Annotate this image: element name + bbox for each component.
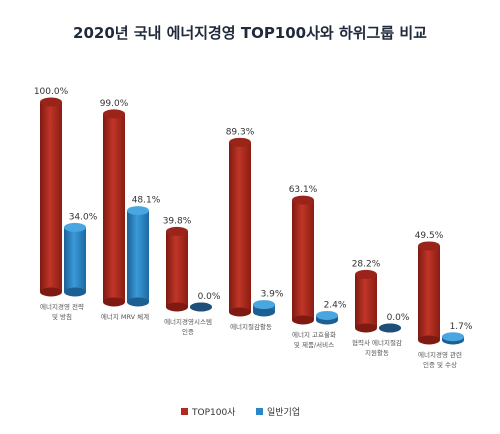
value-label-top100-5: 28.2% [352, 259, 381, 269]
value-label-general-2: 0.0% [198, 292, 221, 302]
category-label-6-1: 인증 및 수상 [423, 360, 457, 369]
value-label-general-5: 0.0% [387, 313, 410, 323]
bar-general-0-top [64, 222, 86, 232]
category-label-4-1: 및 제품/서비스 [294, 340, 334, 349]
legend-swatch-top100 [181, 408, 188, 415]
bar-top100-6 [418, 245, 440, 340]
bar-general-6-top [442, 332, 464, 342]
category-label-3-0: 에너지절감활동 [230, 322, 272, 331]
value-label-general-6: 1.7% [450, 322, 473, 332]
bar-general-0-base [64, 287, 86, 297]
value-label-top100-3: 89.3% [226, 127, 255, 137]
value-label-general-4: 2.4% [324, 300, 347, 310]
bar-general-3-base [253, 307, 275, 317]
category-label-5-1: 지원활동 [365, 348, 389, 357]
bar-general-4-top [316, 310, 338, 320]
bar-top100-1-top [103, 109, 125, 119]
legend-swatch-general [256, 408, 263, 415]
bar-general-1-base [127, 297, 149, 307]
bar-general-1 [127, 210, 149, 302]
bar-general-5-top [379, 323, 401, 333]
bar-top100-3-top [229, 137, 251, 147]
value-label-top100-4: 63.1% [289, 185, 318, 195]
bar-top100-5 [355, 274, 377, 328]
category-label-1-0: 에너지 MRV 체계 [101, 312, 149, 321]
value-label-general-3: 3.9% [261, 290, 284, 300]
bar-top100-3-base [229, 307, 251, 317]
bar-top100-0-base [40, 287, 62, 297]
bar-top100-4-top [292, 195, 314, 205]
category-label-0-0: 에너지경영 전략 [40, 302, 84, 311]
bar-top100-5-top [355, 269, 377, 279]
chart-title: 2020년 국내 에너지경영 TOP100사와 하위그룹 비교 [73, 24, 427, 42]
bar-top100-1 [103, 113, 125, 303]
bar-top100-0-top [40, 97, 62, 107]
bar-top100-6-base [418, 335, 440, 345]
category-label-4-0: 에너지 고효율화 [292, 330, 336, 339]
value-label-top100-2: 39.8% [163, 216, 192, 226]
legend: TOP100사 일반기업 [181, 407, 300, 418]
bar-top100-4 [292, 200, 314, 320]
value-label-top100-0: 100.0% [34, 87, 69, 97]
bar-top100-2-top [166, 226, 188, 236]
category-label-5-0: 협력사 에너지절감 [352, 338, 402, 347]
bar-top100-1-base [103, 297, 125, 307]
value-label-general-1: 48.1% [132, 196, 161, 206]
bar-general-0 [64, 227, 86, 292]
category-label-6-0: 에너지경영 관련 [418, 350, 462, 359]
value-label-general-0: 34.0% [69, 212, 98, 222]
category-label-0-1: 및 방침 [52, 312, 72, 321]
bar-top100-4-base [292, 315, 314, 325]
bar-top100-5-base [355, 323, 377, 333]
bar-top100-6-top [418, 241, 440, 251]
category-label-2-1: 인증 [182, 327, 194, 336]
bar-top100-2 [166, 231, 188, 307]
legend-label-top100: TOP100사 [191, 407, 236, 418]
category-label-2-0: 에너지경영시스템 [164, 317, 212, 326]
bar-general-3-top [253, 300, 275, 310]
value-label-top100-6: 49.5% [415, 231, 444, 241]
bar-general-2-top [190, 302, 212, 312]
bar-general-1-top [127, 206, 149, 216]
bar-top100-0 [40, 102, 62, 292]
bar-top100-3 [229, 142, 251, 312]
bar-top100-2-base [166, 302, 188, 312]
legend-label-general: 일반기업 [267, 407, 300, 418]
value-label-top100-1: 99.0% [100, 99, 129, 109]
